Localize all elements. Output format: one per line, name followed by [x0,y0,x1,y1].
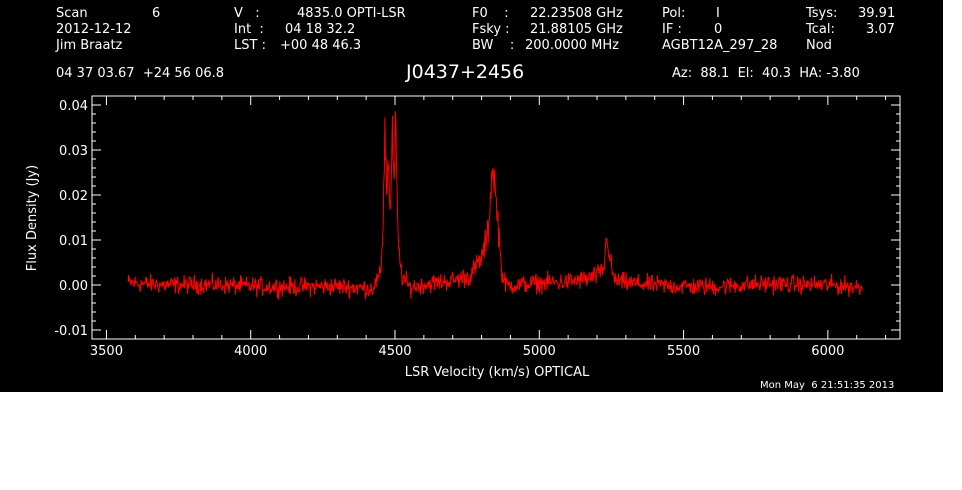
y-tick-label: 0.03 [59,144,88,159]
velocity-value: 4835.0 OPTI-LSR [297,6,406,21]
axis-tick-labels: 3500 4000 4500 5000 5500 6000 -0.01 0.00 0.01 0.0… [54,99,844,359]
plot-timestamp: Mon May 6 21:51:35 2013 [760,380,895,391]
axis-ticks [92,96,900,339]
source-name: J0437+2456 [406,61,525,83]
procedure-name: Nod [806,38,832,53]
x-tick-label: 4500 [378,344,411,359]
velocity-label: V : [234,6,260,21]
tsys-value: 39.91 [858,6,896,21]
bandwidth-label: BW : [472,38,515,53]
observation-date: 2012-12-12 [56,22,132,37]
polarization-label: Pol: [662,6,686,21]
pointing-info: Az: 88.1 El: 40.3 HA: -3.80 [672,66,860,81]
x-tick-label: 4000 [234,344,267,359]
bandwidth-value: 200.0000 MHz [525,38,619,53]
y-tick-label: 0.00 [59,279,88,294]
plot-frame [91,95,901,340]
x-tick-label: 5500 [667,344,700,359]
x-tick-label: 5000 [523,344,556,359]
spectrum-line [127,111,863,300]
y-axis-label: Flux Density (Jy) [25,165,40,271]
project-id: AGBT12A_297_28 [662,38,778,53]
tcal-value: 3.07 [866,22,895,37]
polarization-value: I [716,6,720,21]
sky-frequency-value: 21.88105 GHz [530,22,623,37]
observer-name: Jim Braatz [56,38,123,53]
rest-frequency-label: F0 : [472,6,509,21]
x-axis-label: LSR Velocity (km/s) OPTICAL [405,365,590,380]
if-label: IF : [662,22,682,37]
tcal-label: Tcal: [806,22,835,37]
if-value: 0 [714,22,723,37]
scan-label: Scan [56,6,88,21]
y-tick-label: -0.01 [54,324,88,339]
source-coordinates: 04 37 03.67 +24 56 06.8 [56,66,225,81]
scan-value: 6 [152,6,161,21]
sky-frequency-label: Fsky : [472,22,510,37]
x-tick-label: 6000 [811,344,844,359]
y-tick-label: 0.04 [59,99,88,114]
integration-label: Int : [234,22,264,37]
x-tick-label: 3500 [90,344,123,359]
spectrum-plot: 3500 4000 4500 5000 5500 6000 -0.01 0.00 0.01 0.0… [25,95,901,380]
integration-value: 04 18 32.2 [285,22,356,37]
lst-value: +00 48 46.3 [280,38,362,53]
y-tick-label: 0.01 [59,234,88,249]
gbtidl-plot-panel: Scan 6 2012-12-12 Jim Braatz V : 4835.0 … [0,0,943,392]
rest-frequency-value: 22.23508 GHz [530,6,623,21]
y-tick-label: 0.02 [59,189,88,204]
tsys-label: Tsys: [806,6,838,21]
lst-label: LST : [234,38,266,53]
